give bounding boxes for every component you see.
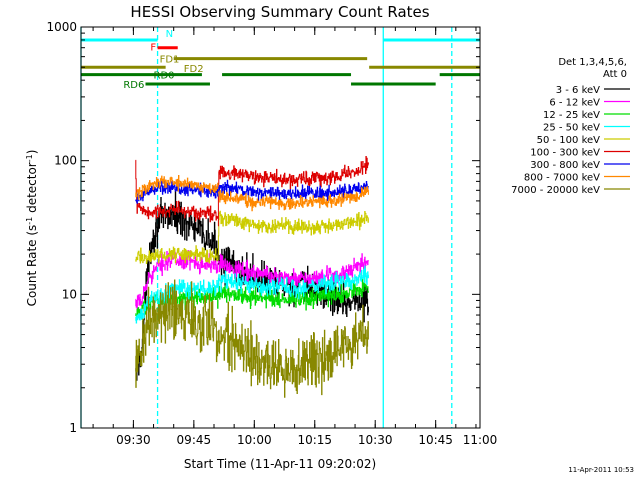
series-5-line [135, 156, 369, 227]
legend-title-line1: Det 1,3,4,5,6, [558, 57, 627, 68]
series-4-line [135, 210, 369, 264]
legend-entry-label: 3 - 6 keV [556, 85, 600, 96]
flag-fd2-label: FD2 [184, 64, 204, 75]
series-1-line [135, 250, 369, 313]
flag-rd6-label: RD6 [123, 80, 144, 91]
x-axis-label: Start Time (11-Apr-11 09:20:02) [184, 457, 376, 471]
y-axis-label: Count Rate (s-1 detector-1) [25, 150, 39, 307]
chart-title: HESSI Observing Summary Count Rates [130, 3, 429, 21]
legend-entry-label: 25 - 50 keV [543, 123, 600, 134]
series-7-line [135, 175, 369, 212]
legend: Det 1,3,4,5,6, Att 0 3 - 6 keV 6 - 12 keV… [511, 57, 630, 196]
x-tick-label: 11:00 [463, 433, 498, 447]
legend-entry-label: 12 - 25 keV [543, 110, 600, 121]
flag-rd0-label: RD0 [154, 71, 175, 82]
legend-entry-label: 50 - 100 keV [537, 135, 601, 146]
y-tick-label: 100 [54, 154, 77, 168]
x-tick-label: 10:15 [297, 433, 332, 447]
legend-entry-label: 800 - 7000 keV [524, 173, 600, 184]
legend-entry-label: 300 - 800 keV [530, 160, 600, 171]
series-8-line [135, 279, 369, 398]
flag-fd1-label: FD1 [160, 55, 180, 66]
x-tick-label: 10:30 [358, 433, 393, 447]
y-tick-label: 10 [62, 287, 77, 301]
x-tick-label: 09:45 [177, 433, 212, 447]
axes: 09:30 09:45 10:00 10:15 10:30 10:45 11:00 1 10 10… [46, 20, 497, 447]
flag-n-label: N [166, 29, 173, 40]
x-tick-label: 09:30 [116, 433, 151, 447]
legend-entry-label: 100 - 300 keV [530, 148, 600, 159]
legend-entry-label: 7000 - 20000 keV [511, 185, 600, 196]
flag-f-label: F [150, 43, 156, 54]
footer-timestamp: 11-Apr-2011 10:53 [568, 466, 634, 474]
legend-title-line2: Att 0 [603, 69, 627, 80]
flag-bars: NF FD1 FD2 RD0 RD6 [81, 29, 480, 91]
x-tick-label: 10:00 [237, 433, 272, 447]
plot-frame [80, 26, 481, 429]
y-tick-label: 1000 [46, 20, 77, 34]
series-3-line [135, 265, 369, 324]
legend-entry-label: 6 - 12 keV [549, 98, 600, 109]
x-tick-label: 10:45 [418, 433, 453, 447]
series-lines [135, 156, 369, 398]
y-tick-label: 1 [69, 421, 77, 435]
